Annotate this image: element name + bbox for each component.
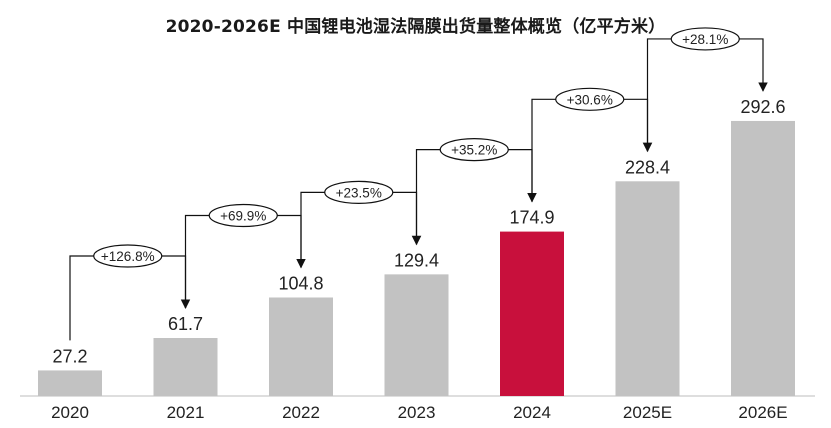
- growth-badge-1: [93, 244, 163, 268]
- value-label-2024: 174.9: [509, 208, 554, 228]
- category-label-2021: 2021: [167, 403, 205, 422]
- value-label-2023: 129.4: [394, 250, 439, 270]
- growth-label-1: +126.8%: [101, 249, 155, 264]
- bar-2021: [153, 338, 218, 396]
- chart-title: 2020-2026E 中国锂电池湿法隔膜出货量整体概览（亿平方米）: [165, 17, 666, 37]
- growth-label-3: +23.5%: [336, 185, 382, 200]
- growth-badge-5: [555, 87, 625, 111]
- growth-label-5: +30.6%: [567, 92, 613, 107]
- value-label-2025E: 228.4: [625, 157, 670, 177]
- value-label-2021: 61.7: [168, 314, 203, 334]
- category-label-2023: 2023: [398, 403, 436, 422]
- bar-2026E: [731, 120, 795, 397]
- bar-2025E: [615, 181, 680, 396]
- growth-badge-4: [439, 137, 509, 162]
- value-label-2022: 104.8: [278, 273, 323, 293]
- growth-badge-6: [670, 27, 740, 51]
- category-label-2026E: 2026E: [738, 403, 787, 422]
- value-label-2026E: 292.6: [740, 97, 785, 117]
- value-label-2020: 27.2: [52, 346, 87, 366]
- growth-badge-2: [208, 203, 278, 228]
- category-label-2022: 2022: [282, 403, 320, 422]
- growth-label-6: +28.1%: [682, 32, 728, 47]
- category-label-2024: 2024: [513, 403, 551, 422]
- bar-2020: [38, 370, 102, 396]
- category-label-2025E: 2025E: [623, 403, 672, 422]
- growth-label-4: +35.2%: [451, 143, 497, 158]
- bar-2022: [269, 297, 333, 396]
- growth-label-2: +69.9%: [220, 208, 266, 223]
- category-label-2020: 2020: [51, 403, 89, 422]
- growth-connector-2: [184, 214, 306, 309]
- growth-connector-4: [415, 148, 537, 245]
- growth-badge-3: [324, 180, 394, 204]
- bar-2023: [384, 274, 449, 396]
- bar-2024: [500, 231, 564, 396]
